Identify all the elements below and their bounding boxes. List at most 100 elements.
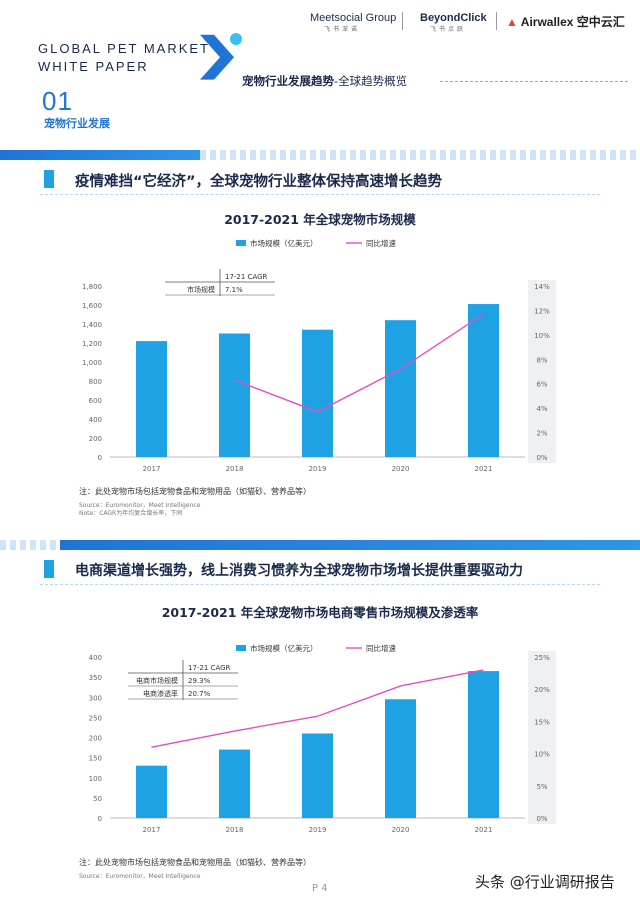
y-right-tick-label: 8% xyxy=(536,356,547,364)
section1-heading: 疫情难挡“它经济”，全球宠物行业整体保持高速增长趋势 xyxy=(75,174,443,190)
legend-bar-swatch xyxy=(236,240,246,246)
logo-airwallex: ▲ Airwallex 空中云汇 xyxy=(506,15,625,29)
middle-divider-stripe xyxy=(0,540,640,550)
y-left-tick-label: 50 xyxy=(93,795,102,803)
growth-line xyxy=(234,313,484,413)
inset-table-row-label: 市场规模 xyxy=(187,285,215,294)
y-left-tick-label: 600 xyxy=(89,397,102,405)
legend-line-label: 同比增速 xyxy=(366,643,396,653)
inset-table-row-value: 20.7% xyxy=(188,690,211,698)
section1-accent-bar xyxy=(44,170,54,188)
header-title-line1: GLOBAL PET MARKET xyxy=(38,41,210,56)
logo-meetsocial: Meetsocial Group 飞书深诺 xyxy=(310,12,397,33)
section1-heading-underline xyxy=(40,194,600,195)
chart1: 0 200 400 600 800 1,000 1,200 1,400 1,600 1,800 0%… xyxy=(82,238,556,473)
y-left-tick-label: 150 xyxy=(89,755,102,763)
y-left-tick-label: 200 xyxy=(89,435,102,443)
bar-2018 xyxy=(219,333,250,457)
x-tick-label: 2020 xyxy=(392,465,410,473)
y-right-tick-label: 12% xyxy=(534,307,550,315)
x-tick-label: 2020 xyxy=(392,826,410,834)
section2-accent-bar xyxy=(44,560,54,578)
legend-bar-swatch xyxy=(236,645,246,651)
airwallex-mark-icon: ▲ xyxy=(506,15,518,29)
section2-source: Source：Euromonitor，Meet Intelligence xyxy=(79,873,201,880)
y-right-tick-label: 4% xyxy=(536,405,547,413)
legend-bar-label: 市场规模（亿美元） xyxy=(250,238,318,248)
page-number: P 4 xyxy=(312,883,328,894)
y-right-tick-label: 6% xyxy=(536,381,547,389)
y-left-tick-label: 200 xyxy=(89,735,102,743)
x-tick-label: 2019 xyxy=(309,465,327,473)
section1-note2: Note：CAGR为年均复合增长率，下同 xyxy=(79,510,183,517)
growth-line xyxy=(151,669,484,748)
chart2: 0 50 100 150 200 250 300 350 400 0% 5% 10% 15% 20% 25%… xyxy=(89,643,556,834)
y-right-tick-label: 15% xyxy=(534,718,550,726)
y-right-tick-label: 0% xyxy=(536,454,547,462)
breadcrumb-dashed-line xyxy=(440,81,628,82)
section-label: 宠物行业发展 xyxy=(44,117,110,130)
section1-note: 注：此处宠物市场包括宠物食品和宠物用品（如猫砂、营养品等） xyxy=(79,487,311,496)
y-left-tick-label: 400 xyxy=(89,654,102,662)
bar-2018 xyxy=(219,749,250,818)
breadcrumb: 宠物行业发展趋势-全球趋势概览 xyxy=(242,74,408,88)
right-axis-band xyxy=(528,280,556,463)
y-left-tick-label: 0 xyxy=(98,454,102,462)
y-left-tick-label: 1,400 xyxy=(82,321,102,329)
inset-table-header: 17-21 CAGR xyxy=(225,273,268,281)
y-left-tick-label: 0 xyxy=(98,815,102,823)
y-left-tick-label: 400 xyxy=(89,416,102,424)
inset-table-row-label: 电商市场规模 xyxy=(136,676,178,685)
bar-2019 xyxy=(302,733,333,818)
header-divider-stripe xyxy=(0,150,640,160)
bar-2017 xyxy=(136,765,167,818)
x-tick-label: 2017 xyxy=(143,826,161,834)
chart2-title: 2017-2021 年全球宠物市场电商零售市场规模及渗透率 xyxy=(161,605,479,620)
section2-heading-underline xyxy=(40,584,600,585)
y-right-tick-label: 14% xyxy=(534,283,550,291)
section2-heading: 电商渠道增长强势，线上消费习惯养为全球宠物市场增长提供重要驱动力 xyxy=(75,563,523,579)
logo-divider xyxy=(496,12,497,30)
inset-table-header: 17-21 CAGR xyxy=(188,664,231,672)
y-left-tick-label: 1,800 xyxy=(82,283,102,291)
inset-table-row-value: 29.3% xyxy=(188,677,211,685)
y-left-tick-label: 300 xyxy=(89,694,102,702)
y-left-tick-label: 100 xyxy=(89,775,102,783)
logo-divider xyxy=(402,12,403,30)
legend-bar-label: 市场规模（亿美元） xyxy=(250,643,318,653)
legend-line-label: 同比增速 xyxy=(366,238,396,248)
y-right-tick-label: 5% xyxy=(536,783,547,791)
x-tick-label: 2018 xyxy=(226,465,244,473)
y-left-tick-label: 350 xyxy=(89,674,102,682)
y-right-tick-label: 10% xyxy=(534,332,550,340)
x-tick-label: 2021 xyxy=(475,826,493,834)
y-left-tick-label: 1,600 xyxy=(82,302,102,310)
header-title-line2: WHITE PAPER xyxy=(38,59,149,74)
inset-table-row-value: 7.1% xyxy=(225,286,243,294)
chevron-logo-icon xyxy=(200,33,242,80)
bar-2020 xyxy=(385,320,416,457)
x-tick-label: 2019 xyxy=(309,826,327,834)
section2-note: 注：此处宠物市场包括宠物食品和宠物用品（如猫砂、营养品等） xyxy=(79,858,311,867)
right-axis-band xyxy=(528,651,556,824)
x-tick-label: 2018 xyxy=(226,826,244,834)
watermark: 头条 @行业调研报告 xyxy=(475,873,615,891)
bar-2019 xyxy=(302,329,333,457)
bar-2021 xyxy=(468,304,499,457)
bar-2017 xyxy=(136,341,167,457)
y-left-tick-label: 1,200 xyxy=(82,340,102,348)
y-right-tick-label: 25% xyxy=(534,654,550,662)
x-tick-label: 2021 xyxy=(475,465,493,473)
y-left-tick-label: 250 xyxy=(89,714,102,722)
x-tick-label: 2017 xyxy=(143,465,161,473)
chart1-title: 2017-2021 年全球宠物市场规模 xyxy=(224,212,416,227)
y-right-tick-label: 2% xyxy=(536,430,547,438)
y-left-tick-label: 1,000 xyxy=(82,359,102,367)
y-right-tick-label: 20% xyxy=(534,686,550,694)
section1-source: Source：Euromonitor，Meet Intelligence xyxy=(79,502,201,509)
bar-2020 xyxy=(385,699,416,818)
y-right-tick-label: 0% xyxy=(536,815,547,823)
bar-2021 xyxy=(468,671,499,818)
logo-beyondclick: BeyondClick 飞书点跃 xyxy=(420,12,487,33)
y-right-tick-label: 10% xyxy=(534,751,550,759)
